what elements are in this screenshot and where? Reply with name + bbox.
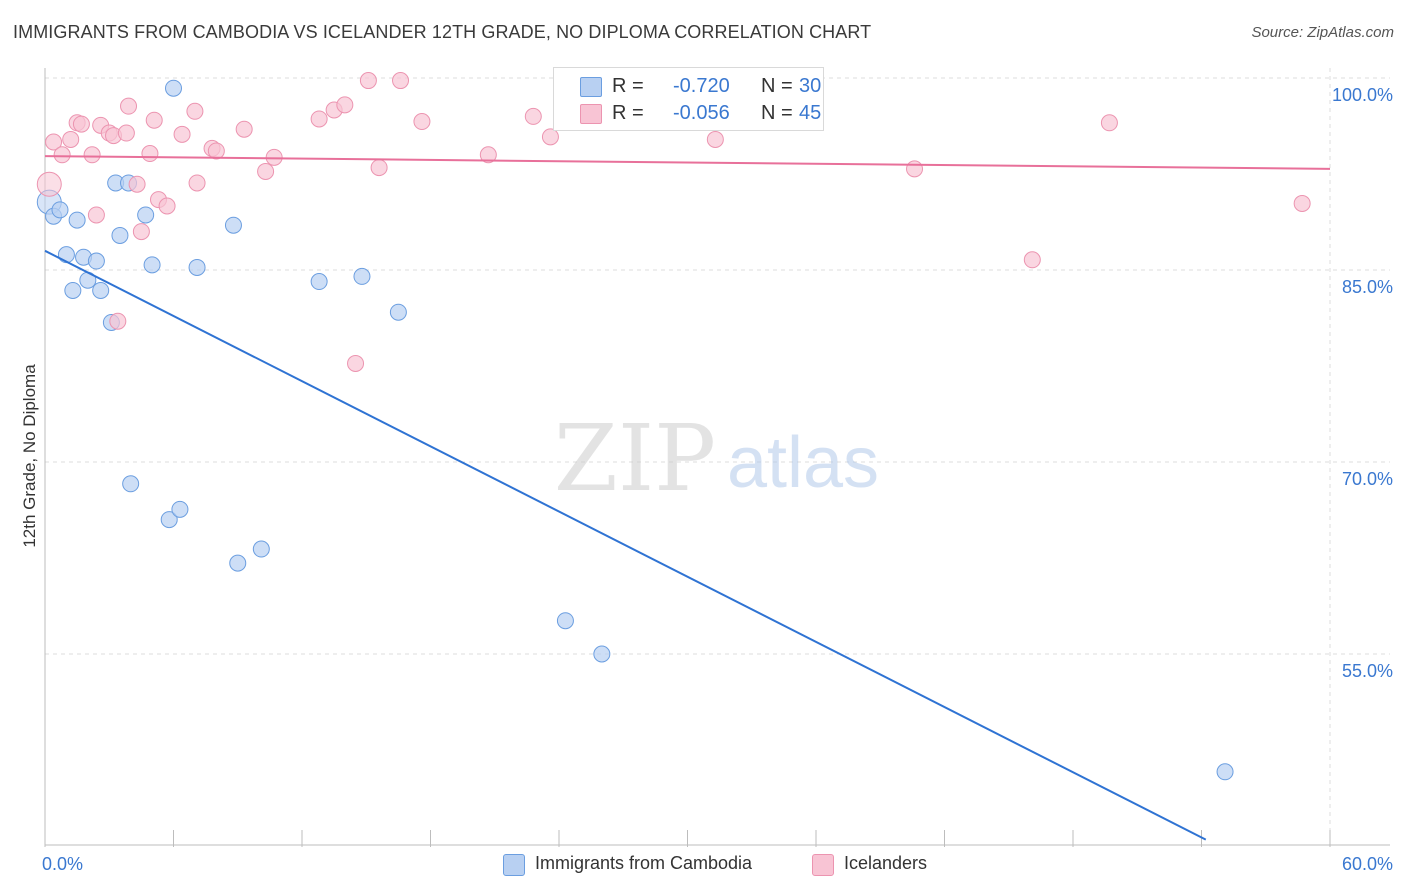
data-point-icelanders [541, 128, 559, 146]
data-point-cambodia [1216, 763, 1234, 781]
bottom-legend-swatch-cambodia [503, 854, 525, 876]
legend-r-value: -0.720 [673, 75, 730, 97]
legend-swatch-cambodia [580, 77, 602, 97]
legend-n-label: N = [761, 102, 793, 124]
watermark: ZIP atlas [554, 405, 879, 512]
data-point-icelanders [1023, 251, 1041, 269]
legend-n-value: 30 [799, 75, 822, 97]
data-point-icelanders [347, 354, 365, 372]
data-point-icelanders [53, 146, 71, 164]
tick-label-layer: 100.0% 85.0% 70.0% 55.0% 0.0% 60.0% [42, 85, 1393, 874]
data-point-icelanders [173, 125, 191, 143]
trend-layer [44, 155, 1331, 841]
data-point-cambodia [143, 256, 161, 274]
legend-r-label: R = [612, 102, 644, 124]
data-point-cambodia [252, 540, 270, 558]
data-point-cambodia [353, 267, 371, 285]
data-point-icelanders [109, 312, 127, 330]
grid-layer [45, 68, 1390, 845]
data-point-cambodia [87, 252, 105, 270]
data-point-icelanders [524, 107, 542, 125]
points-layer [36, 72, 1311, 781]
y-tick-label: 55.0% [1342, 661, 1393, 681]
x-tick-label: 0.0% [42, 854, 83, 874]
data-point-cambodia [224, 216, 242, 234]
data-point-icelanders [479, 146, 497, 164]
data-point-icelanders [370, 159, 388, 177]
data-point-icelanders [117, 124, 135, 142]
data-point-cambodia [92, 281, 110, 299]
data-point-icelanders [62, 130, 80, 148]
data-point-icelanders [336, 96, 354, 114]
bottom-legend-label-icelanders: Icelanders [844, 853, 928, 873]
y-tick-label: 70.0% [1342, 469, 1393, 489]
y-tick-label: 100.0% [1332, 85, 1393, 105]
chart-title: IMMIGRANTS FROM CAMBODIA VS ICELANDER 12… [13, 22, 872, 42]
data-point-icelanders [141, 145, 159, 163]
data-point-icelanders [186, 102, 204, 120]
watermark-atlas: atlas [727, 423, 879, 503]
y-tick-label: 85.0% [1342, 277, 1393, 297]
data-point-cambodia [165, 79, 182, 97]
legend-n-value: 45 [799, 102, 822, 124]
data-point-cambodia [57, 246, 75, 264]
data-point-icelanders [158, 197, 176, 215]
data-point-icelanders [310, 110, 328, 128]
data-point-cambodia [229, 554, 247, 572]
data-point-icelanders [359, 72, 377, 90]
legend-n-label: N = [761, 75, 793, 97]
data-point-icelanders [1293, 194, 1311, 212]
x-tick-label: 60.0% [1342, 854, 1393, 874]
source-label: Source: ZipAtlas.com [1251, 24, 1394, 41]
data-point-cambodia [389, 303, 407, 321]
data-point-icelanders [83, 146, 101, 164]
data-point-cambodia [160, 511, 178, 529]
data-point-icelanders [87, 206, 105, 224]
data-point-cambodia [188, 258, 206, 276]
data-point-cambodia [310, 273, 328, 291]
data-point-cambodia [68, 211, 86, 229]
data-point-icelanders [72, 115, 90, 133]
watermark-zip: ZIP [554, 405, 716, 512]
data-point-icelanders [145, 111, 163, 129]
data-point-icelanders [257, 162, 275, 180]
trend-line-icelanders [44, 155, 1331, 170]
data-point-icelanders [36, 171, 62, 197]
data-point-cambodia [64, 281, 82, 299]
data-point-icelanders [392, 72, 410, 90]
legend-r-label: R = [612, 75, 644, 97]
data-point-cambodia [556, 612, 574, 630]
data-point-icelanders [207, 142, 225, 160]
data-point-icelanders [188, 174, 206, 192]
legend-r-value: -0.056 [673, 102, 730, 124]
bottom-legend-label-cambodia: Immigrants from Cambodia [535, 853, 753, 873]
data-point-icelanders [45, 133, 63, 151]
trend-line-cambodia [44, 249, 1207, 841]
data-point-icelanders [906, 160, 924, 178]
data-point-icelanders [120, 97, 138, 115]
bottom-legend-swatch-icelanders [812, 854, 834, 876]
data-point-icelanders [1100, 114, 1118, 132]
data-point-icelanders [235, 120, 253, 138]
data-point-icelanders [413, 113, 431, 131]
data-point-cambodia [137, 206, 155, 224]
axis-layer [44, 68, 1390, 847]
data-point-cambodia [171, 500, 189, 518]
data-point-icelanders [128, 175, 146, 193]
data-point-icelanders [132, 223, 150, 241]
data-point-cambodia [593, 645, 611, 663]
data-point-cambodia [111, 226, 129, 244]
data-point-cambodia [122, 475, 140, 493]
y-axis-label: 12th Grade, No Diploma [20, 364, 39, 548]
stats-legend: R = -0.720 N = 30 R = -0.056 N = 45 [553, 67, 824, 131]
data-point-cambodia [51, 201, 69, 219]
data-point-icelanders [706, 130, 724, 148]
legend-swatch-icelanders [580, 104, 602, 124]
